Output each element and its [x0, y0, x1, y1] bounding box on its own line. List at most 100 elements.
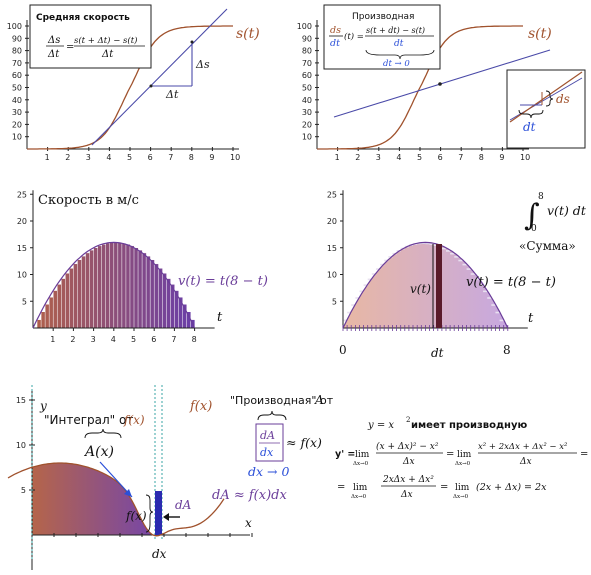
panel3-x-tick-label: 3 — [91, 335, 96, 344]
panel3-y-tick-label: 5 — [22, 297, 27, 306]
panel2-frac-lhs-num: ds — [330, 25, 341, 36]
panel1-formula-box — [29, 4, 152, 69]
panel6-header-text: имеет производную — [411, 420, 527, 431]
panel3-bar — [61, 278, 66, 329]
panel6-lim-sub-4: Δx→0 — [453, 494, 469, 500]
panel6-eq-3: = — [337, 482, 345, 493]
panel1-x-tick-label: 10 — [230, 153, 240, 162]
panel4-step — [359, 290, 364, 293]
panel1-delta-t-label: Δt — [165, 88, 179, 101]
panel1-x-tick-label: 4 — [106, 153, 111, 162]
panel4-step — [495, 311, 500, 314]
panel6-frac3-num: 2xΔx + Δx² — [382, 475, 434, 485]
panel4-step — [474, 278, 479, 281]
panel6-frac2-num: x² + 2xΔx + Δx² − x² — [478, 442, 568, 452]
panel3-x-tick-label: 6 — [151, 335, 156, 344]
panel5-x-label: x — [245, 516, 252, 530]
panel4-integral-upper: 8 — [538, 192, 544, 202]
panel6-eq-2: = — [580, 449, 588, 460]
panel3-y-tick-label: 20 — [17, 217, 27, 226]
panel1-x-tick-label: 1 — [45, 153, 50, 162]
panel3-x-tick-label: 8 — [192, 335, 197, 344]
panel3-x-tick-label: 4 — [111, 335, 116, 344]
panel5-frac-num: dA — [260, 429, 275, 442]
panel3-bar — [40, 311, 46, 329]
panel3-bar — [56, 284, 62, 329]
panel1-frac-lhs-den: Δt — [47, 49, 60, 60]
panel1-y-tick-label: 40 — [12, 96, 22, 105]
panel2-inset-dt-brace — [518, 109, 544, 119]
panel6-lim-2: lim — [457, 450, 472, 460]
panel2-x-tick-label: 6 — [438, 153, 443, 162]
panel3-v-curve — [32, 241, 196, 329]
panel1-y-tick-label: 50 — [12, 84, 22, 93]
panel1-x-tick-label: 2 — [65, 153, 70, 162]
panel5-y-tick-label: 15 — [16, 396, 26, 405]
panel2-s-curve — [317, 25, 523, 150]
panel1-frac-rhs-den: Δt — [101, 49, 114, 60]
panel6-eq-4: = — [440, 482, 448, 493]
panel4-step — [470, 273, 475, 275]
panel4-step — [384, 259, 389, 262]
panel2-lhs-arg: (t) = — [344, 31, 364, 42]
panel4-step — [367, 278, 372, 281]
panel-average-velocity: 1 2 3 4 5 6 7 8 9 10 10 20 30 40 50 60 70 80 90 100 Δs Δt s… — [7, 4, 260, 162]
panel1-s-curve — [27, 25, 233, 150]
panel4-y-tick-label: 10 — [327, 271, 337, 280]
panel1-point-b — [190, 40, 194, 44]
panel1-y-tick-label: 20 — [12, 120, 22, 129]
panel1-x-tick-label: 5 — [127, 153, 132, 162]
panel4-step — [355, 297, 360, 299]
panel3-x-tick-label: 5 — [131, 335, 136, 344]
panel5-area-brace — [84, 428, 122, 439]
panel5-y-tick-label: 5 — [21, 486, 26, 495]
panel6-frac1-num: (x + Δx)² − x² — [376, 441, 439, 452]
panel1-delta-s-label: Δs — [195, 58, 210, 71]
panel2-limit: dt → 0 — [383, 59, 410, 69]
panel3-bar — [105, 243, 111, 329]
panel2-formula-box — [323, 4, 441, 70]
panel5-axes: 5 10 15 — [16, 390, 253, 570]
panel2-x-tick-label: 1 — [335, 153, 340, 162]
panel1-curve-label: s(t) — [236, 26, 260, 42]
panel2-inset-ds: ds — [556, 92, 570, 106]
panel6-result: (2x + Δx) = 2x — [476, 482, 547, 493]
panel4-step — [425, 242, 430, 245]
panel4-step — [429, 243, 434, 245]
panel4-dt-bar — [436, 244, 442, 328]
panel3-x-tick-label: 1 — [50, 335, 55, 344]
panel3-x-tick-label: 7 — [171, 335, 176, 344]
panel6-line1-lhs: y' = — [335, 449, 355, 460]
panel5-curve-label: f(x) — [189, 399, 212, 414]
panel2-frac-rhs-den: dt — [394, 39, 404, 49]
panel4-step — [503, 328, 508, 330]
panel4-step — [380, 263, 385, 266]
panel3-curve-label: v(t) = t(8 − t) — [178, 274, 268, 289]
panel4-step — [483, 290, 488, 293]
panel6-lim-3: lim — [353, 483, 368, 493]
panel3-bar — [166, 278, 171, 329]
panel1-secant-line — [91, 8, 228, 146]
panel4-y-tick-label: 20 — [327, 217, 337, 226]
panel4-curve-label: v(t) = t(8 − t) — [466, 275, 556, 290]
panel3-axis-label: t — [217, 310, 223, 325]
panel2-y-tick-label: 50 — [302, 84, 312, 93]
panel1-point-a — [149, 84, 153, 88]
panel6-eq-1: = — [446, 449, 454, 460]
panel1-y-tick-label: 80 — [12, 47, 22, 56]
panel3-bar — [113, 242, 119, 329]
panel4-y-tick-label: 5 — [332, 297, 337, 306]
panel4-step — [441, 247, 446, 250]
panel2-y-tick-label: 60 — [302, 71, 312, 80]
panel5-dx-label: dx — [152, 547, 167, 561]
panel-velocity-bars: 1 2 3 4 5 6 7 8 5 10 15 20 25 Скорость в м/с v(t) = … — [17, 190, 268, 344]
panel2-x-tick-label: 4 — [396, 153, 401, 162]
panel1-x-tick-label: 8 — [189, 153, 194, 162]
panel4-bar-label: v(t) — [410, 282, 431, 296]
panel4-x-right: 8 — [503, 343, 511, 357]
panel1-frac-lhs-num: Δs — [47, 35, 60, 46]
panel2-y-tick-label: 30 — [302, 108, 312, 117]
panel5-deriv-text: "Производная" от — [230, 394, 334, 407]
panel4-step — [478, 284, 484, 286]
